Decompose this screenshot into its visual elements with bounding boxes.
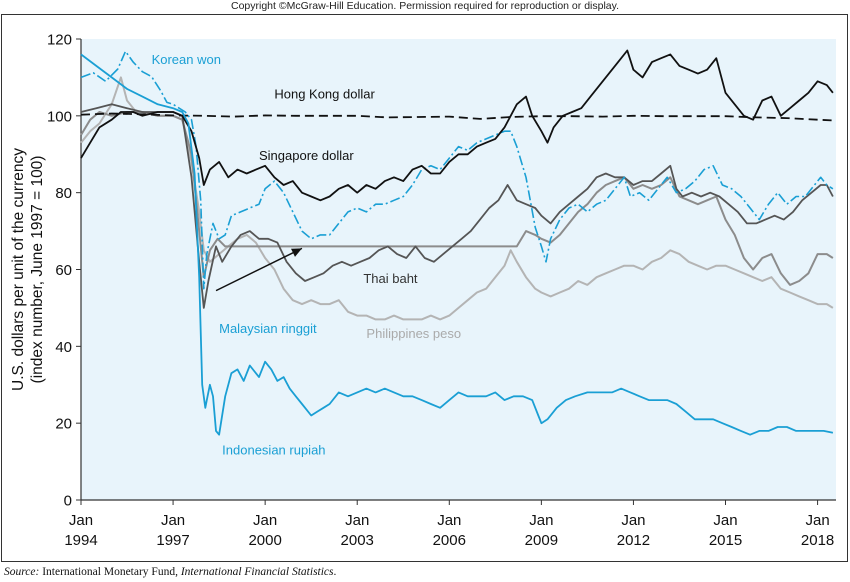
x-tick-month: Jan bbox=[805, 512, 829, 529]
plot-area bbox=[81, 39, 836, 500]
x-tick-month: Jan bbox=[713, 512, 737, 529]
y-axis-label-line1: U.S. dollars per unit of the currency bbox=[10, 148, 27, 391]
y-tick-label: 100 bbox=[47, 108, 72, 125]
series-line-philippines-peso bbox=[80, 76, 834, 321]
exchange-rate-chart: 0 20 40 60 80 100 120 Jan 1994 Jan 1997 Jan 2000 Jan 2… bbox=[1, 14, 848, 562]
label-layer: Hong Kong dollar Korean won Singapore doll… bbox=[152, 52, 462, 458]
series-label-thai-baht: Thai baht bbox=[363, 271, 418, 286]
x-tick-year: 1994 bbox=[64, 532, 97, 549]
x-tick-month: Jan bbox=[437, 512, 461, 529]
source-publication: International Financial Statistics bbox=[180, 566, 334, 578]
x-tick-year: 2006 bbox=[433, 532, 466, 549]
series-label-malaysian-ringgit: Malaysian ringgit bbox=[219, 321, 317, 336]
y-tick-label: 120 bbox=[47, 32, 72, 49]
y-axis-label-line2: (index number, June 1997 = 100) bbox=[29, 156, 46, 384]
x-tick-month: Jan bbox=[161, 512, 185, 529]
source-text: International Monetary Fund, bbox=[42, 566, 178, 578]
x-tick-month: Jan bbox=[253, 512, 277, 529]
ringgit-arrow-shaft bbox=[215, 247, 303, 292]
x-tick-year: 2018 bbox=[801, 532, 834, 549]
y-tick-label: 60 bbox=[55, 262, 72, 279]
x-tick-year: 2015 bbox=[709, 532, 742, 549]
copyright-notice: Copyright ©McGraw-Hill Education. Permis… bbox=[230, 0, 620, 12]
series-label-philippines-peso: Philippines peso bbox=[366, 326, 461, 341]
series-label-indonesian-rupiah: Indonesian rupiah bbox=[222, 443, 325, 458]
y-tick-label: 40 bbox=[55, 339, 72, 356]
chart-svg: 0 20 40 60 80 100 120 Jan 1994 Jan 1997 Jan 2000 Jan 2… bbox=[1, 14, 848, 562]
y-tick-label: 20 bbox=[55, 416, 72, 433]
series-label-korean-won: Korean won bbox=[152, 52, 221, 67]
ringgit-arrow-head bbox=[291, 248, 302, 257]
y-tick-label: 0 bbox=[64, 493, 72, 510]
x-tick-year: 2000 bbox=[248, 532, 281, 549]
axis-layer: 0 20 40 60 80 100 120 Jan 1994 Jan 1997 Jan 2000 Jan 2… bbox=[47, 32, 836, 549]
series-line-indonesian-rupiah bbox=[80, 53, 834, 436]
x-tick-month: Jan bbox=[621, 512, 645, 529]
source-note: Source: International Monetary Fund, Int… bbox=[4, 566, 336, 578]
x-tick-month: Jan bbox=[529, 512, 553, 529]
x-tick-year: 2009 bbox=[525, 532, 558, 549]
series-line-malaysian-ringgit bbox=[80, 111, 834, 286]
x-tick-year: 2012 bbox=[617, 532, 650, 549]
series-layer bbox=[80, 49, 834, 436]
series-line-thai-baht bbox=[80, 103, 834, 309]
x-tick-month: Jan bbox=[345, 512, 369, 529]
source-end: . bbox=[333, 566, 337, 578]
source-label: Source: bbox=[4, 566, 40, 578]
series-label-singapore-dollar: Singapore dollar bbox=[259, 148, 354, 163]
series-label-hong-kong-dollar: Hong Kong dollar bbox=[274, 87, 375, 102]
x-tick-year: 2003 bbox=[341, 532, 374, 549]
y-tick-label: 80 bbox=[55, 185, 72, 202]
x-tick-year: 1997 bbox=[156, 532, 189, 549]
series-line-hong-kong-dollar bbox=[80, 112, 833, 122]
series-line-singapore-dollar bbox=[80, 49, 834, 202]
x-tick-month: Jan bbox=[69, 512, 93, 529]
